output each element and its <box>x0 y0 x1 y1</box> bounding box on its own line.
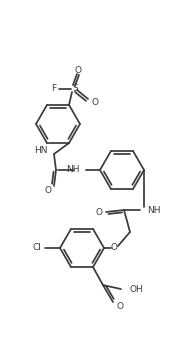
Text: O: O <box>95 207 102 216</box>
Text: NH: NH <box>67 165 80 174</box>
Text: O: O <box>116 302 123 311</box>
Text: O: O <box>44 186 51 195</box>
Text: O: O <box>74 66 82 75</box>
Text: O: O <box>111 243 118 252</box>
Text: O: O <box>91 99 98 107</box>
Text: F: F <box>51 85 56 94</box>
Text: NH: NH <box>147 206 161 215</box>
Text: Cl: Cl <box>32 243 41 252</box>
Text: OH: OH <box>129 285 143 293</box>
Text: HN: HN <box>35 146 48 155</box>
Text: S: S <box>72 85 78 94</box>
